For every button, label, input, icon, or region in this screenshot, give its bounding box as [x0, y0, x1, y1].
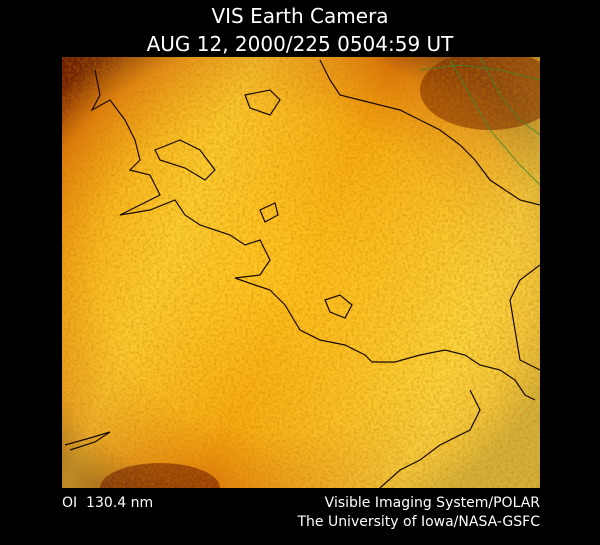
coastline — [319, 59, 540, 206]
image-noise — [62, 57, 540, 488]
institution-label: The University of Iowa/NASA-GSFC — [296, 514, 540, 530]
coastline — [64, 431, 111, 451]
map-grid — [419, 57, 540, 186]
instrument-label: Visible Imaging System/POLAR — [325, 495, 541, 511]
coastline — [244, 89, 281, 116]
coastline — [154, 139, 216, 181]
coastline — [379, 389, 481, 488]
coastline — [324, 294, 353, 319]
earth-image — [62, 57, 540, 488]
image-title: VIS Earth Camera — [211, 4, 388, 28]
coastline — [90, 69, 536, 401]
coastline — [509, 264, 540, 371]
wavelength-label: OI 130.4 nm — [62, 495, 153, 511]
image-timestamp: AUG 12, 2000/225 0504:59 UT — [147, 32, 455, 56]
coastline — [259, 202, 279, 223]
